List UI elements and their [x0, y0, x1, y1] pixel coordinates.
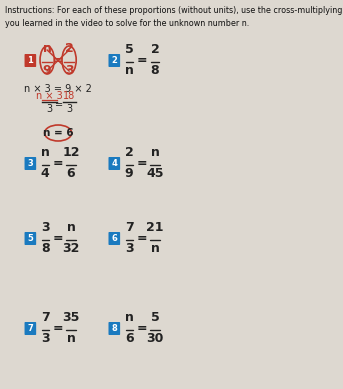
FancyBboxPatch shape [25, 322, 36, 335]
Text: n: n [43, 42, 51, 55]
Text: 21: 21 [146, 221, 164, 234]
Text: n: n [67, 332, 75, 345]
Text: 2: 2 [111, 56, 117, 65]
Text: 3: 3 [65, 64, 73, 77]
Text: 9: 9 [125, 167, 133, 180]
Text: =: = [53, 156, 63, 170]
Text: 2: 2 [65, 42, 73, 55]
Text: 3: 3 [41, 332, 49, 345]
FancyBboxPatch shape [25, 157, 36, 170]
Text: 30: 30 [146, 332, 164, 345]
Text: n: n [151, 242, 159, 255]
Text: 3: 3 [41, 221, 49, 234]
Text: 3: 3 [125, 242, 133, 255]
Text: n: n [125, 311, 133, 324]
Text: 2: 2 [125, 146, 133, 159]
Text: =: = [137, 156, 147, 170]
Text: n: n [125, 64, 133, 77]
Text: 6: 6 [125, 332, 133, 345]
Text: n: n [41, 146, 50, 159]
FancyBboxPatch shape [108, 54, 120, 67]
Text: 45: 45 [146, 167, 164, 180]
FancyBboxPatch shape [25, 54, 36, 67]
Text: 6: 6 [67, 167, 75, 180]
Text: =: = [53, 231, 63, 245]
Text: 9: 9 [43, 64, 51, 77]
Text: 4: 4 [111, 159, 117, 168]
Text: n: n [67, 221, 75, 234]
Text: n × 3: n × 3 [36, 91, 63, 101]
Text: =: = [137, 321, 147, 335]
Text: 7: 7 [125, 221, 133, 234]
Text: 32: 32 [62, 242, 80, 255]
Text: Instructions: For each of these proportions (without units), use the cross-multi: Instructions: For each of these proporti… [5, 6, 343, 28]
Text: 3: 3 [66, 104, 72, 114]
Text: 2: 2 [151, 43, 159, 56]
Text: =: = [55, 100, 63, 110]
Text: 4: 4 [41, 167, 50, 180]
Text: 1: 1 [27, 56, 33, 65]
Text: =: = [53, 54, 63, 67]
Text: 12: 12 [62, 146, 80, 159]
Text: 18: 18 [63, 91, 75, 101]
Text: 3: 3 [27, 159, 33, 168]
Text: n × 3 = 9 × 2: n × 3 = 9 × 2 [24, 84, 92, 94]
Text: 5: 5 [151, 311, 159, 324]
Text: =: = [137, 231, 147, 245]
Text: 8: 8 [151, 64, 159, 77]
Text: =: = [137, 54, 147, 67]
Text: 3: 3 [47, 104, 53, 114]
Text: 8: 8 [41, 242, 49, 255]
Text: 7: 7 [41, 311, 50, 324]
Text: n: n [151, 146, 159, 159]
Text: 5: 5 [125, 43, 133, 56]
Text: 6: 6 [111, 234, 117, 243]
Text: 8: 8 [111, 324, 117, 333]
FancyBboxPatch shape [108, 157, 120, 170]
FancyBboxPatch shape [108, 322, 120, 335]
Text: 7: 7 [27, 324, 33, 333]
Text: 5: 5 [27, 234, 33, 243]
FancyBboxPatch shape [108, 232, 120, 245]
Text: 35: 35 [62, 311, 80, 324]
FancyBboxPatch shape [25, 232, 36, 245]
Text: n = 6: n = 6 [43, 128, 73, 138]
Text: =: = [53, 321, 63, 335]
